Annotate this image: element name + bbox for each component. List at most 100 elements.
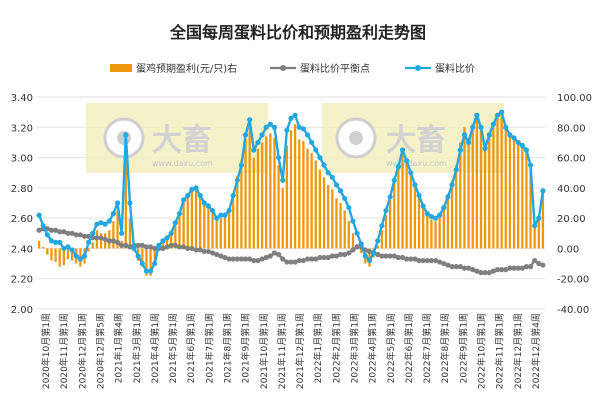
ratio-point (346, 204, 352, 211)
balance-point (383, 253, 389, 259)
balance-point (127, 244, 133, 250)
profit-bar (265, 136, 268, 249)
balance-point (214, 251, 220, 258)
legend-marker-balance (280, 65, 286, 71)
ratio-point (172, 220, 178, 226)
profit-bar (376, 245, 379, 249)
ratio-point (102, 221, 108, 227)
ratio-point (48, 238, 55, 244)
profit-bar (512, 139, 516, 249)
ratio-point (81, 253, 88, 259)
ratio-point (197, 192, 203, 199)
profit-bar (331, 189, 334, 249)
ratio-point (428, 214, 435, 220)
profit-bar (37, 240, 41, 249)
balance-point (267, 253, 273, 259)
balance-point (172, 242, 178, 248)
profit-bar (314, 160, 317, 249)
profit-bar (521, 146, 524, 249)
balance-point (209, 250, 216, 256)
balance-point (271, 250, 278, 256)
balance-point (453, 264, 459, 270)
profit-bar (488, 136, 491, 249)
balance-point (420, 257, 426, 264)
ratio-point (441, 204, 447, 211)
profit-bar (182, 198, 185, 249)
balance-point (152, 245, 158, 252)
profit-bar (277, 165, 280, 249)
ratio-point (176, 211, 183, 217)
profit-bar (281, 187, 284, 249)
x-tick-label: 2021年5月第1周 (167, 313, 179, 383)
profit-bar (360, 248, 363, 253)
profit-bar (62, 248, 65, 266)
balance-point (404, 256, 410, 262)
legend-marker-ratio (415, 65, 421, 71)
legend: 蛋鸡预期盈利(元/只)右 蛋料比价平衡点 蛋料比价 (110, 62, 475, 75)
ratio-point (333, 182, 340, 188)
profit-bar (170, 233, 173, 249)
balance-point (160, 245, 166, 252)
balance-point (300, 257, 306, 264)
watermark-text: 大畜 (386, 123, 446, 158)
profit-bar (541, 190, 545, 249)
watermark: 大畜 www.daxu.com (86, 103, 268, 173)
profit-bar (178, 213, 181, 249)
profit-bar (413, 184, 417, 249)
balance-point (143, 244, 150, 250)
balance-point (379, 253, 385, 259)
balance-point (478, 270, 484, 276)
profit-bar (58, 248, 61, 267)
balance-point (412, 256, 418, 262)
balance-point (288, 259, 294, 265)
balance-point (222, 254, 228, 261)
profit-bar (153, 248, 156, 264)
legend-swatch-profit (110, 64, 132, 72)
profit-bar (112, 221, 115, 249)
balance-point (391, 253, 397, 259)
profit-bar (508, 136, 512, 249)
balance-point (342, 251, 348, 258)
balance-point (110, 238, 117, 244)
balance-point (441, 260, 447, 267)
balance-point (346, 250, 352, 256)
balance-point (57, 229, 63, 235)
balance-point (123, 242, 129, 248)
profit-bar (459, 142, 462, 249)
balance-point (350, 247, 356, 253)
ratio-point (143, 268, 150, 274)
profit-bar (339, 203, 342, 249)
ratio-point (98, 220, 104, 226)
ratio-point (527, 162, 534, 168)
x-tick-label: 2022年3月第1周 (349, 313, 361, 383)
ratio-point (358, 241, 364, 247)
balance-point (226, 256, 232, 262)
profit-bar (471, 124, 474, 249)
profit-bar (273, 137, 276, 249)
balance-point (325, 254, 331, 261)
profit-bar (393, 180, 396, 249)
balance-point (532, 257, 538, 264)
ratio-point (490, 121, 496, 127)
balance-point (65, 230, 71, 236)
ratio-point (119, 230, 125, 236)
ratio-point (222, 212, 228, 218)
y-right-tick-label: 0.00 (557, 244, 579, 255)
balance-point (114, 239, 121, 245)
chart-title: 全国每周蛋料比价和预期盈利走势图 (169, 23, 426, 42)
ratio-point (271, 124, 278, 130)
balance-point (449, 264, 455, 270)
y-axis-left: 2.00 2.20 2.40 2.60 2.80 3.00 3.20 3.40 (11, 93, 33, 316)
balance-point (189, 245, 195, 252)
ratio-point (205, 203, 211, 209)
profit-bar (289, 130, 293, 249)
ratio-point (371, 250, 377, 256)
ratio-point (350, 218, 356, 224)
ratio-point (391, 177, 397, 183)
balance-point (313, 256, 319, 262)
ratio-point (317, 154, 323, 161)
ratio-point (238, 162, 245, 168)
profit-bar (492, 127, 495, 249)
profit-bar (87, 248, 90, 252)
profit-bar (285, 145, 288, 249)
